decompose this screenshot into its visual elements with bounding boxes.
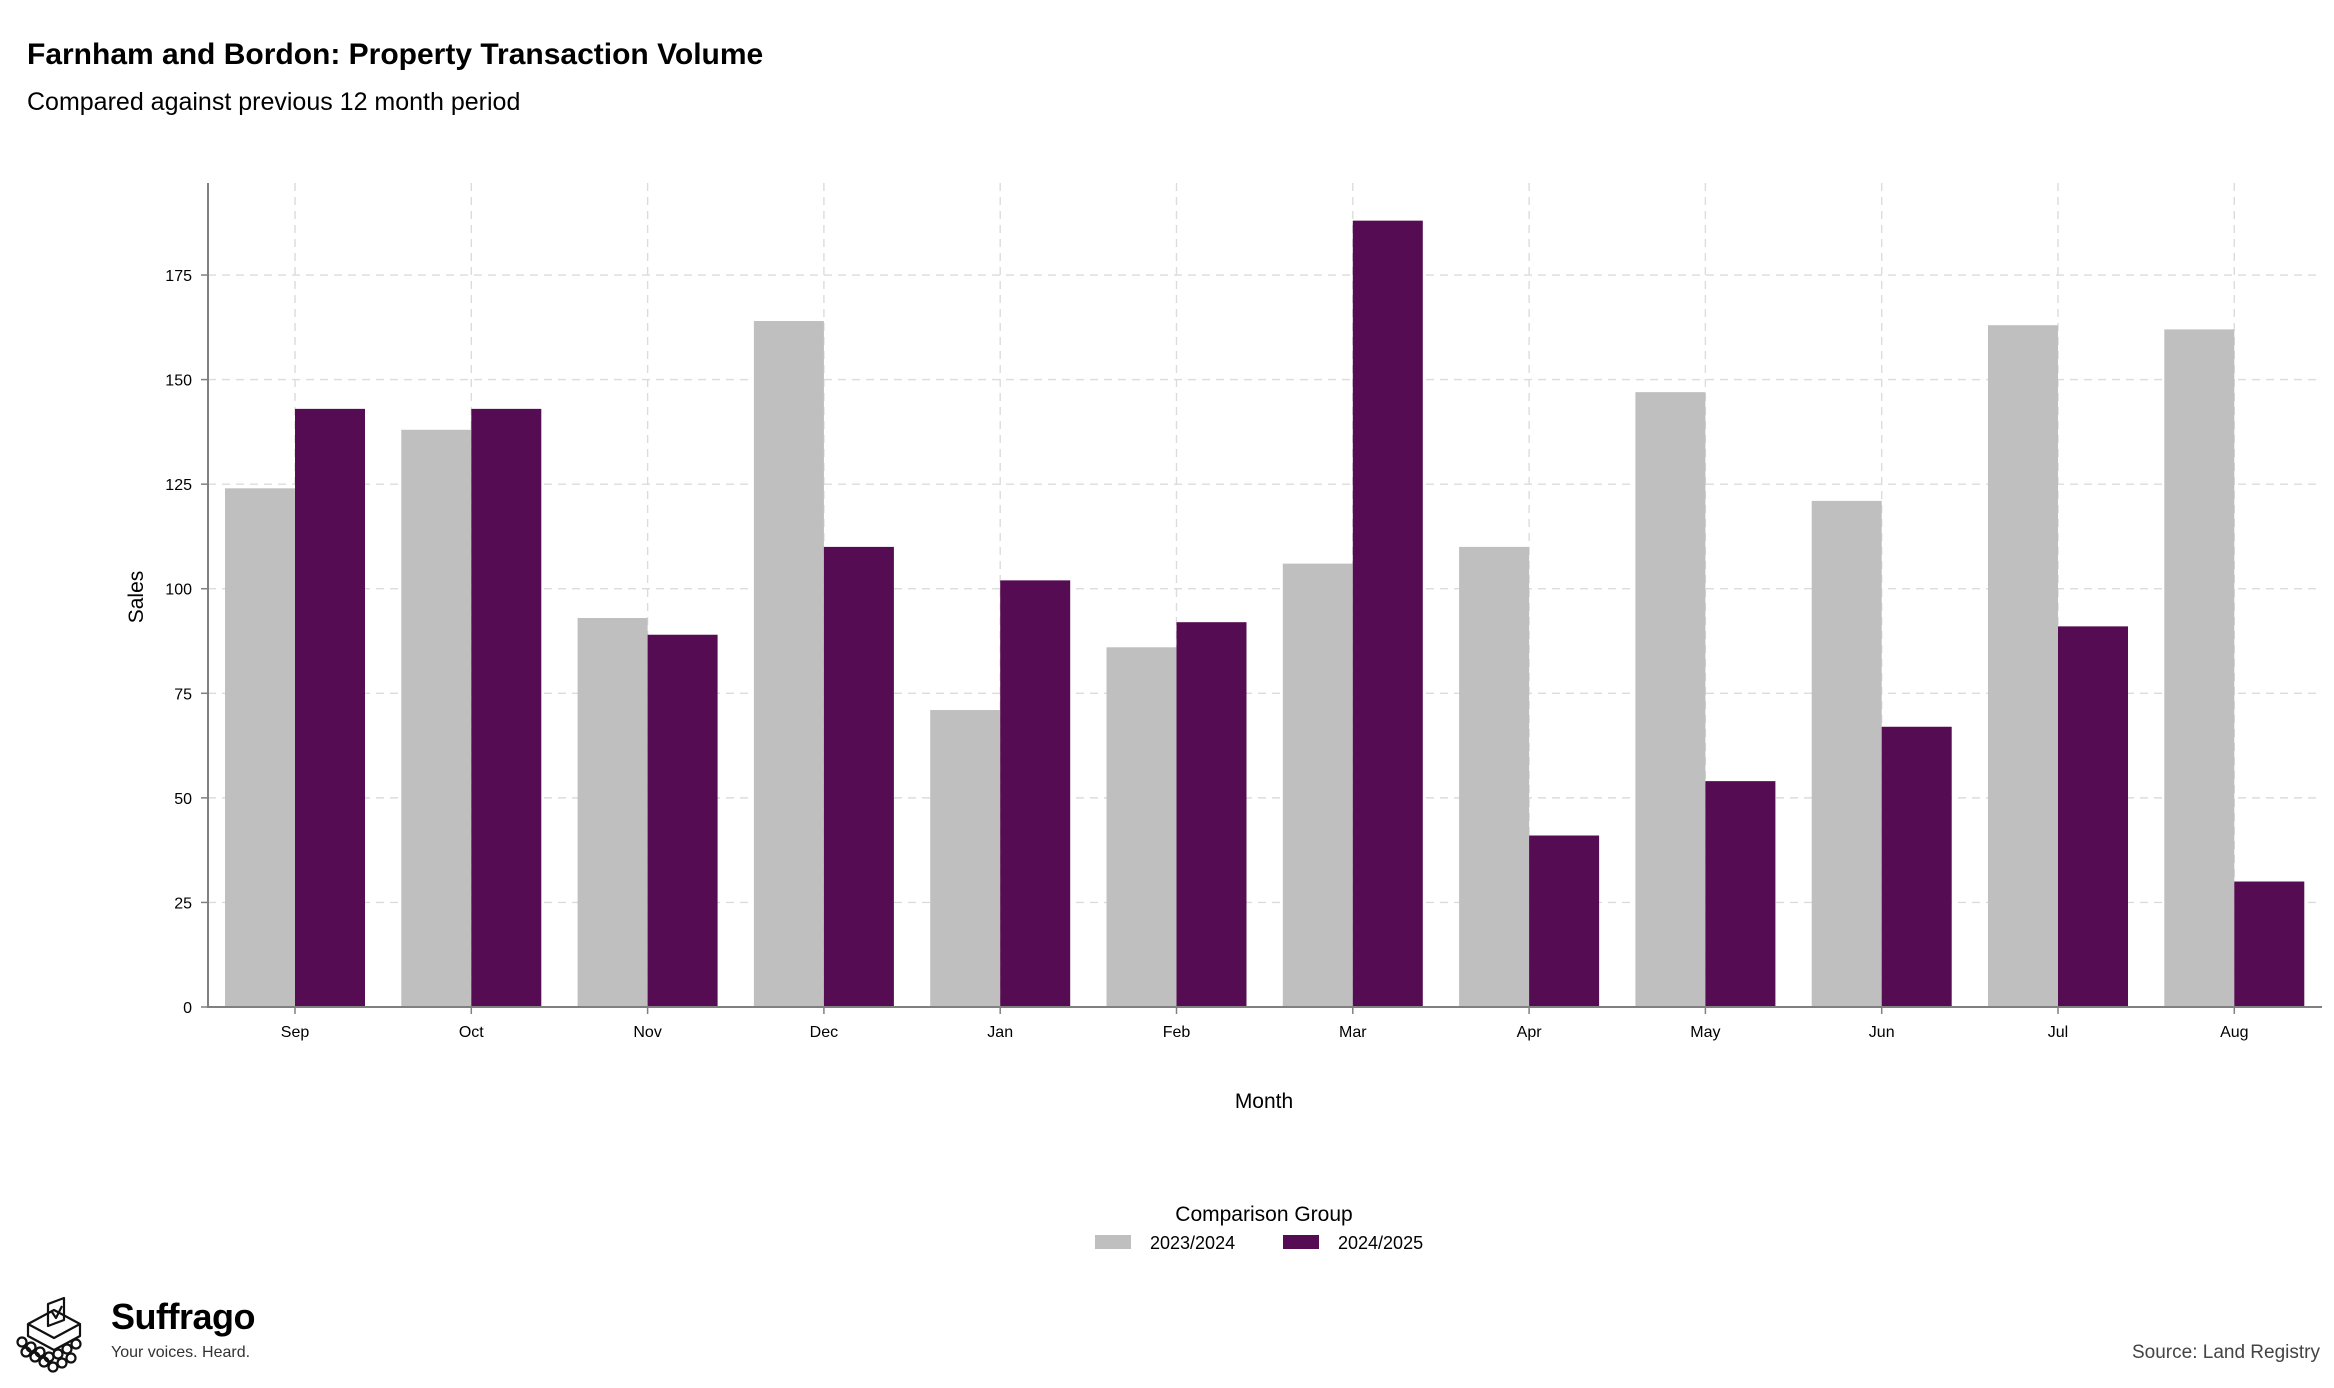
legend: Comparison Group 2023/2024 2024/2025 (1095, 1203, 1423, 1253)
bar-2024-2025-aug (2234, 881, 2305, 1007)
x-tick-label: Jul (2048, 1024, 2068, 1041)
legend-swatch-2024-2025 (1283, 1235, 1319, 1249)
bar-2023-2024-may (1635, 392, 1706, 1007)
legend-swatch-2023-2024 (1095, 1235, 1131, 1249)
bars (225, 220, 2305, 1008)
chart-title: Farnham and Bordon: Property Transaction… (27, 38, 764, 71)
x-tick-label: Jun (1869, 1024, 1895, 1041)
bar-2023-2024-apr (1459, 546, 1530, 1007)
axes (207, 183, 2322, 1008)
x-tick-label: Dec (810, 1024, 838, 1041)
brand-tagline: Your voices. Heard. (111, 1344, 251, 1361)
x-tick-label: Sep (281, 1024, 310, 1041)
bar-2024-2025-jun (1881, 726, 1952, 1007)
bar-2023-2024-jan (930, 710, 1001, 1007)
x-tick-label: Nov (633, 1024, 661, 1041)
brand-logo: Suffrago Your voices. Heard. (14, 1296, 264, 1376)
source-note: Source: Land Registry (2132, 1342, 2320, 1363)
bar-2023-2024-oct (401, 429, 472, 1007)
x-tick-label: Feb (1163, 1024, 1191, 1041)
bar-2023-2024-jun (1811, 500, 1882, 1007)
bar-2023-2024-sep (225, 488, 295, 1007)
bar-2024-2025-oct (471, 408, 542, 1007)
y-tick-label: 50 (174, 791, 192, 808)
bar-2023-2024-aug (2164, 329, 2235, 1007)
bar-2024-2025-feb (1176, 622, 1247, 1007)
bar-2024-2025-sep (295, 408, 365, 1007)
bar-2024-2025-jul (2058, 626, 2128, 1007)
bar-2024-2025-apr (1529, 835, 1600, 1007)
bar-2024-2025-jan (1000, 580, 1071, 1007)
legend-title: Comparison Group (1175, 1203, 1352, 1226)
bar-2024-2025-nov (647, 634, 718, 1007)
x-tick-label: May (1690, 1024, 1720, 1041)
legend-label-2024-2025: 2024/2025 (1338, 1233, 1423, 1253)
bar-2024-2025-may (1705, 781, 1776, 1007)
y-tick-label: 75 (174, 686, 192, 703)
bar-2023-2024-feb (1106, 647, 1177, 1007)
chart-subtitle: Compared against previous 12 month perio… (27, 88, 521, 116)
bar-2023-2024-mar (1282, 563, 1353, 1007)
ballot-box-icon (16, 1296, 82, 1373)
x-tick-labels: Sep Oct Nov Dec Jan Feb Mar Apr May Jun Jul Aug (281, 1007, 2249, 1041)
x-tick-label: Apr (1517, 1024, 1543, 1041)
y-tick-label: 175 (165, 268, 192, 285)
x-tick-label: Oct (459, 1024, 484, 1041)
y-axis-title: Sales (125, 571, 148, 624)
bar-2023-2024-dec (753, 321, 824, 1007)
brand-name: Suffrago (111, 1296, 256, 1337)
x-tick-label: Aug (2220, 1024, 2248, 1041)
legend-label-2023-2024: 2023/2024 (1150, 1233, 1235, 1253)
y-tick-label: 0 (183, 1000, 192, 1017)
x-tick-label: Jan (987, 1024, 1013, 1041)
bar-2023-2024-jul (1988, 325, 2058, 1007)
bar-2024-2025-dec (823, 546, 894, 1007)
y-tick-label: 150 (165, 373, 192, 390)
bar-2023-2024-nov (577, 618, 648, 1007)
y-tick-label: 25 (174, 895, 192, 912)
x-axis-title: Month (1235, 1090, 1293, 1113)
y-tick-labels: 0 25 50 75 100 125 150 175 (165, 268, 192, 1017)
bar-2024-2025-mar (1352, 220, 1423, 1008)
y-tick-label: 100 (165, 582, 192, 599)
y-tick-label: 125 (165, 477, 192, 494)
x-tick-label: Mar (1339, 1024, 1367, 1041)
